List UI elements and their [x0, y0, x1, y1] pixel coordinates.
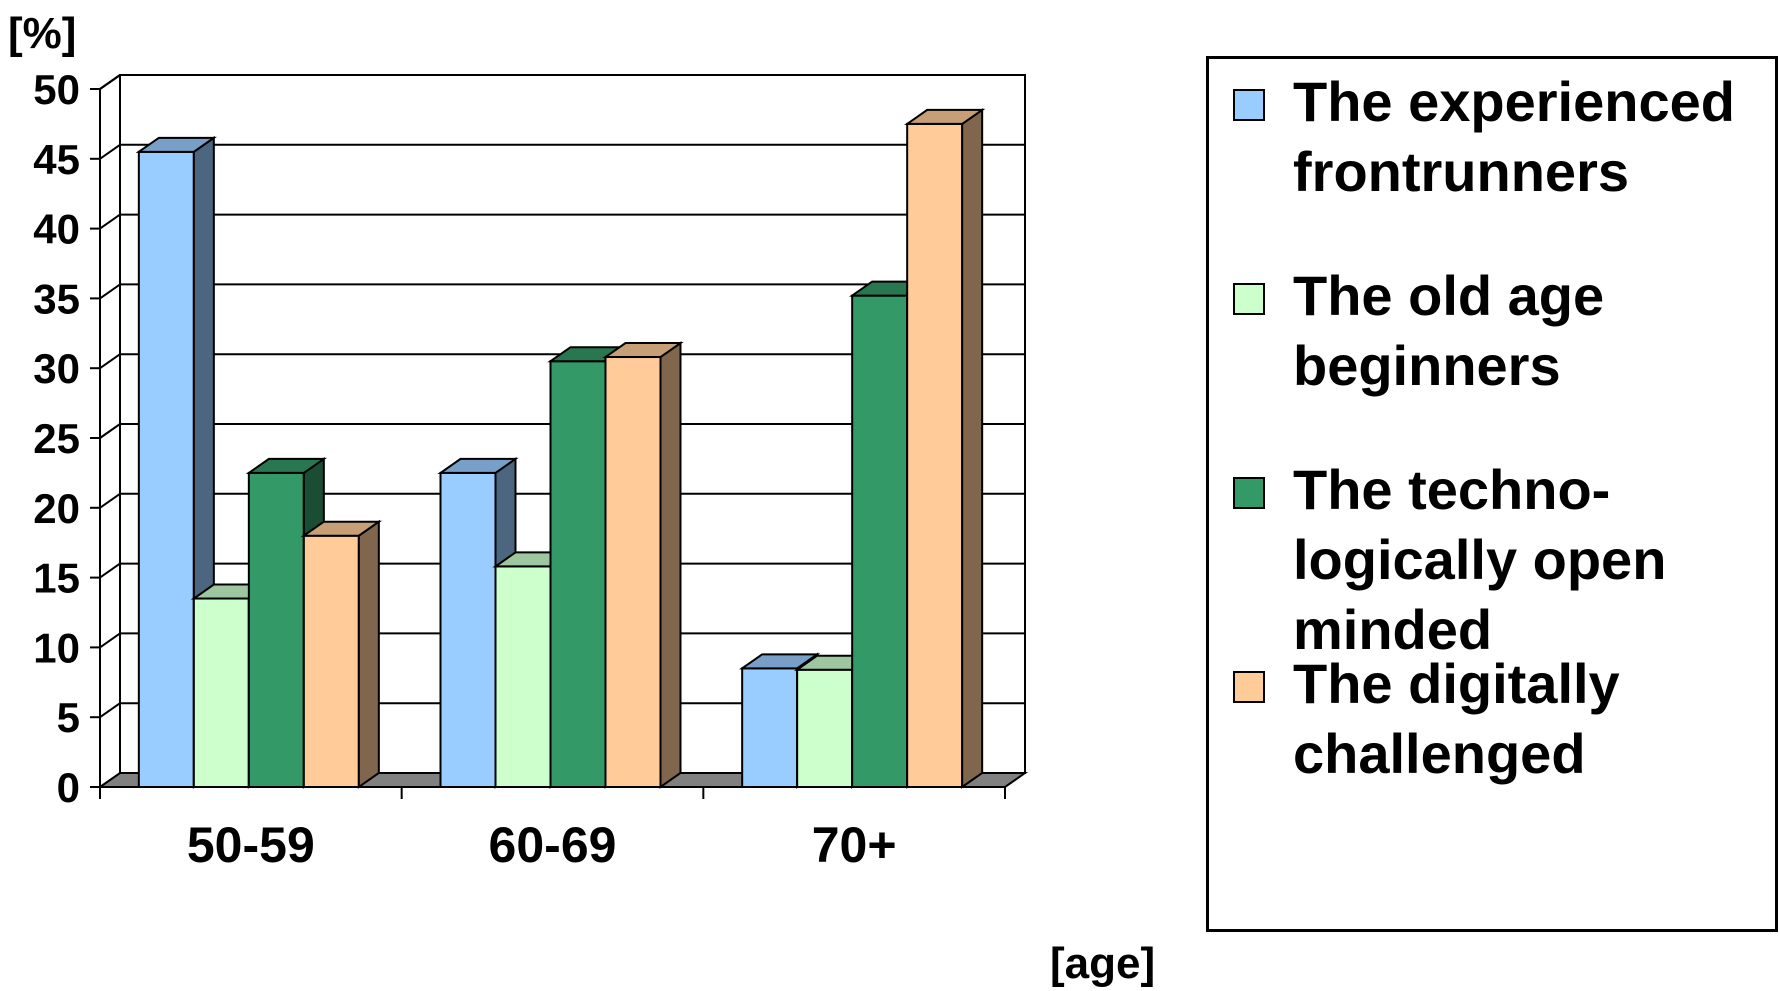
bar-front	[302, 534, 360, 788]
gridline-side	[99, 423, 121, 439]
legend-label: The old age beginners	[1293, 261, 1773, 401]
x-category-label: 50-59	[187, 817, 315, 873]
y-axis-unit-label: [%]	[8, 9, 76, 58]
gridline-side	[99, 562, 121, 579]
bar-chart: 0 5 10 15 20 25 30 35 40 45 50 50-59 60-69 70+ [%] [a…	[8, 9, 1155, 988]
bar-side	[357, 519, 380, 789]
gridline-side	[99, 702, 121, 719]
gridline-side	[99, 213, 121, 230]
bar-front	[796, 668, 854, 789]
bar-top	[602, 342, 684, 359]
bar-top	[437, 457, 519, 474]
legend-swatch	[1233, 89, 1265, 121]
gridline-side	[99, 632, 121, 649]
legend-label: The digitally challenged	[1293, 649, 1773, 789]
legend-label-line: challenged	[1293, 722, 1586, 785]
legend-label-line: The techno-	[1293, 458, 1611, 521]
bar-top	[903, 108, 986, 125]
x-category-label: 60-69	[489, 817, 617, 873]
bar-front	[604, 356, 662, 788]
axis-labels: 0 5 10 15 20 25 30 35 40 45 50 50-59 60-69 70+	[33, 66, 896, 873]
gridline-side	[99, 353, 121, 370]
legend-label: The techno-logically open minded	[1293, 455, 1773, 665]
gridline-side	[99, 283, 121, 300]
bar-front	[192, 597, 250, 788]
bar-front	[906, 122, 964, 788]
gridline-side	[99, 143, 121, 160]
bar-top	[300, 520, 383, 537]
legend-label-line: beginners	[1293, 334, 1561, 397]
bar-front	[137, 150, 195, 788]
y-tick-label: 40	[33, 206, 80, 253]
bars	[135, 107, 986, 789]
legend-swatch	[1233, 671, 1265, 703]
legend: The experienced frontrunners The old age be…	[1206, 56, 1778, 932]
bar-side	[961, 107, 984, 789]
bar-front	[549, 360, 607, 788]
y-tick-label: 25	[33, 415, 80, 462]
bar-front	[494, 565, 552, 788]
bar-front	[439, 471, 497, 788]
y-tick-label: 0	[57, 764, 80, 811]
y-tick-label: 35	[33, 275, 80, 322]
bar-front	[741, 667, 799, 789]
y-tick-label: 15	[33, 555, 80, 602]
y-tick-label: 5	[57, 694, 80, 741]
y-tick-label: 10	[33, 624, 80, 671]
y-tick-label: 45	[33, 136, 80, 183]
legend-label-line: The experienced	[1293, 70, 1735, 133]
legend-swatch	[1233, 283, 1265, 315]
bar	[602, 341, 684, 789]
y-tick-label: 20	[33, 485, 80, 532]
bar	[300, 519, 383, 789]
bar-front	[851, 294, 909, 788]
gridline-side	[99, 492, 121, 509]
legend-label: The experienced frontrunners	[1293, 67, 1773, 207]
legend-label-line: minded	[1293, 598, 1493, 661]
bar-front	[247, 471, 305, 788]
y-tick-label: 50	[33, 66, 80, 113]
bar-top	[245, 457, 328, 474]
y-tick-label: 30	[33, 345, 80, 392]
legend-label-line: The digitally	[1293, 652, 1620, 715]
legend-label-line: The old age	[1293, 264, 1605, 327]
y-axis-top	[99, 74, 121, 90]
x-category-label: 70+	[812, 817, 897, 873]
legend-label-line: logically open	[1293, 528, 1667, 591]
bar-top	[135, 136, 218, 153]
bar-side	[659, 341, 682, 789]
x-axis-unit-label: [age]	[1050, 939, 1155, 988]
legend-swatch	[1233, 477, 1265, 509]
bar-top	[738, 653, 821, 670]
bar	[903, 107, 986, 789]
legend-label-line: frontrunners	[1293, 140, 1629, 203]
